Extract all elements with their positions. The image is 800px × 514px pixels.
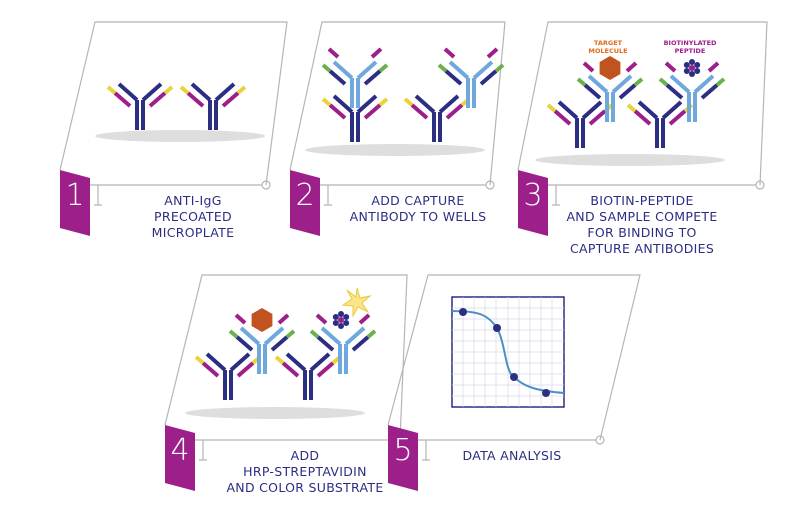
- antibody: [181, 84, 245, 130]
- step-label: DATA ANALYSIS: [462, 448, 561, 463]
- connector: [94, 185, 102, 206]
- step-number: 3: [523, 178, 542, 213]
- step-number: 1: [65, 178, 84, 213]
- well-surface: [95, 130, 265, 142]
- well-surface: [305, 144, 485, 156]
- hrp-signal: [341, 287, 372, 318]
- antibody: [196, 354, 260, 400]
- panel-frame: [517, 21, 768, 186]
- panel-frame: [59, 21, 288, 186]
- antibody: [548, 102, 612, 148]
- step-tab: 1: [60, 170, 90, 236]
- step-label: ANTI-IgG: [164, 193, 221, 208]
- tab-shape: [388, 425, 418, 491]
- antibody: [323, 96, 387, 142]
- well-surface: [185, 407, 365, 419]
- annotation: BIOTINYLATED: [664, 39, 717, 47]
- connector: [199, 440, 207, 461]
- panel-frame: [289, 21, 506, 186]
- step-tab: 2: [290, 170, 320, 236]
- step-number: 2: [295, 178, 314, 213]
- antibody: [405, 96, 469, 142]
- step-number: 4: [170, 433, 189, 468]
- step-label: BIOTIN-PEPTIDE: [590, 193, 693, 208]
- analysis-plot: [451, 296, 565, 408]
- annotation: TARGET: [594, 39, 623, 47]
- annotation: MOLECULE: [588, 47, 627, 55]
- tab-shape: [60, 170, 90, 236]
- step-label: CAPTURE ANTIBODIES: [570, 241, 714, 256]
- antibody: [439, 49, 503, 108]
- well-surface: [535, 154, 725, 166]
- peptide: [683, 59, 701, 77]
- step-label: AND COLOR SUBSTRATE: [226, 480, 383, 495]
- step-label: AND SAMPLE COMPETE: [566, 209, 717, 224]
- step-label: FOR BINDING TO: [587, 225, 696, 240]
- peptide: [332, 311, 350, 329]
- antibody: [276, 354, 340, 400]
- step-label: ADD: [291, 448, 320, 463]
- panel-frame: [387, 274, 641, 441]
- antibody: [108, 84, 172, 130]
- tab-shape: [290, 170, 320, 236]
- annotation: PEPTIDE: [675, 47, 706, 55]
- tab-shape: [165, 425, 195, 491]
- step-tab: 4: [165, 425, 195, 491]
- connector: [552, 185, 560, 206]
- connector: [422, 440, 430, 461]
- step-label: MICROPLATE: [152, 225, 235, 240]
- step-number: 5: [393, 433, 412, 468]
- step-tab: 3: [518, 170, 548, 236]
- step-label: HRP-STREPTAVIDIN: [243, 464, 367, 479]
- connector: [324, 185, 332, 206]
- step-tab: 5: [388, 425, 418, 491]
- step-label: PRECOATED: [154, 209, 232, 224]
- molecule: [599, 56, 621, 80]
- molecule: [251, 308, 273, 332]
- step-label: ANTIBODY TO WELLS: [350, 209, 487, 224]
- step-label: ADD CAPTURE: [371, 193, 464, 208]
- antibody: [323, 49, 387, 108]
- antibody: [628, 102, 692, 148]
- panel-frame: [164, 274, 408, 441]
- tab-shape: [518, 170, 548, 236]
